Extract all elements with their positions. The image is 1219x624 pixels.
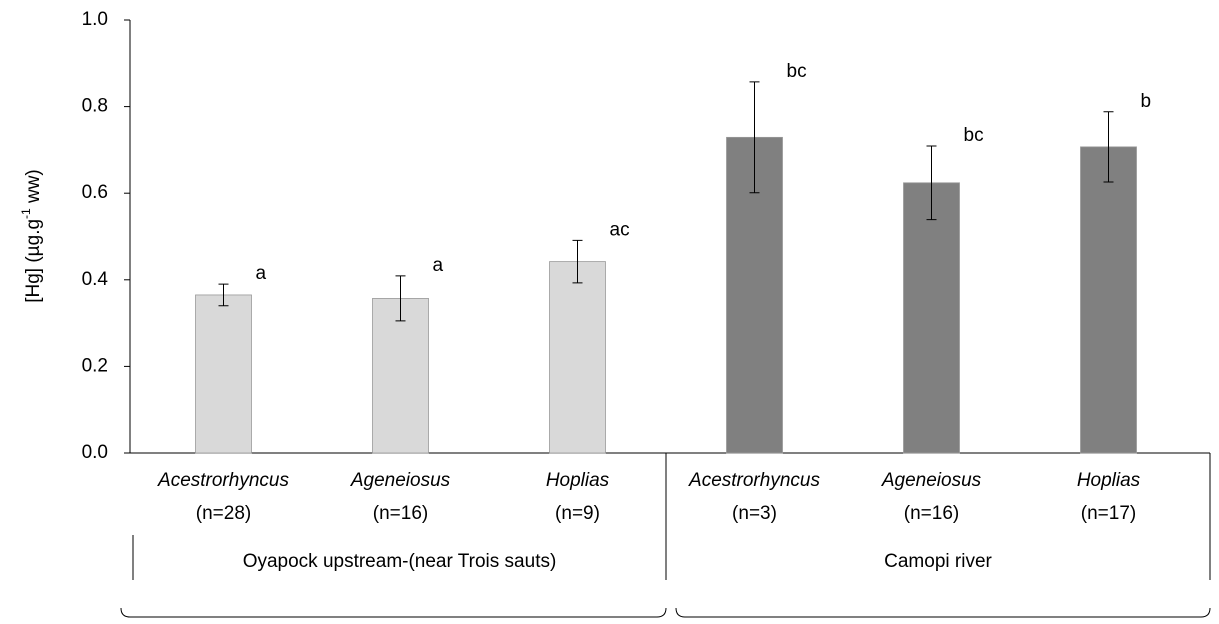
x-tick-label: Acestrorhyncus xyxy=(688,470,820,491)
group-label: Camopi river xyxy=(884,551,992,572)
y-tick-label: 0.4 xyxy=(82,269,109,290)
x-tick-sublabel: (n=17) xyxy=(1081,503,1136,524)
significance-letter: ac xyxy=(610,219,630,240)
y-tick-label: 0.0 xyxy=(82,442,108,463)
significance-letter: b xyxy=(1141,91,1152,112)
x-tick-sublabel: (n=3) xyxy=(732,503,777,524)
group-label: Oyapock upstream-(near Trois sauts) xyxy=(243,551,557,572)
x-tick-sublabel: (n=9) xyxy=(555,503,600,524)
error-bar xyxy=(572,239,583,284)
x-tick-sublabel: (n=16) xyxy=(373,503,428,524)
significance-letter: a xyxy=(256,263,267,284)
x-tick-label: Ageneiosus xyxy=(881,470,982,491)
significance-letter: bc xyxy=(787,61,807,82)
group-brace xyxy=(120,607,667,618)
significance-letter: bc xyxy=(964,125,984,146)
bar xyxy=(1080,146,1137,454)
bar xyxy=(372,298,429,454)
x-tick-label: Hoplias xyxy=(546,470,610,491)
x-tick-sublabel: (n=28) xyxy=(196,503,251,524)
y-tick-label: 0.8 xyxy=(82,96,108,117)
error-bar xyxy=(926,145,937,221)
x-tick-label: Acestrorhyncus xyxy=(157,470,289,491)
x-tick-sublabel: (n=16) xyxy=(904,503,959,524)
bar xyxy=(549,261,606,454)
error-bar xyxy=(395,275,406,322)
error-bar xyxy=(1103,111,1114,183)
y-tick-label: 0.2 xyxy=(82,355,108,376)
y-tick-label: 1.0 xyxy=(82,9,108,30)
group-brace xyxy=(675,607,1211,618)
bar xyxy=(903,182,960,454)
significance-letter: a xyxy=(433,255,444,276)
error-bar xyxy=(218,283,229,307)
error-bar xyxy=(749,81,760,194)
bar xyxy=(195,294,252,454)
x-tick-label: Hoplias xyxy=(1077,470,1141,491)
y-axis-label: [Hg] (µg.g-1 ww) xyxy=(19,169,44,303)
x-tick-label: Ageneiosus xyxy=(350,470,451,491)
y-tick-label: 0.6 xyxy=(82,182,108,203)
